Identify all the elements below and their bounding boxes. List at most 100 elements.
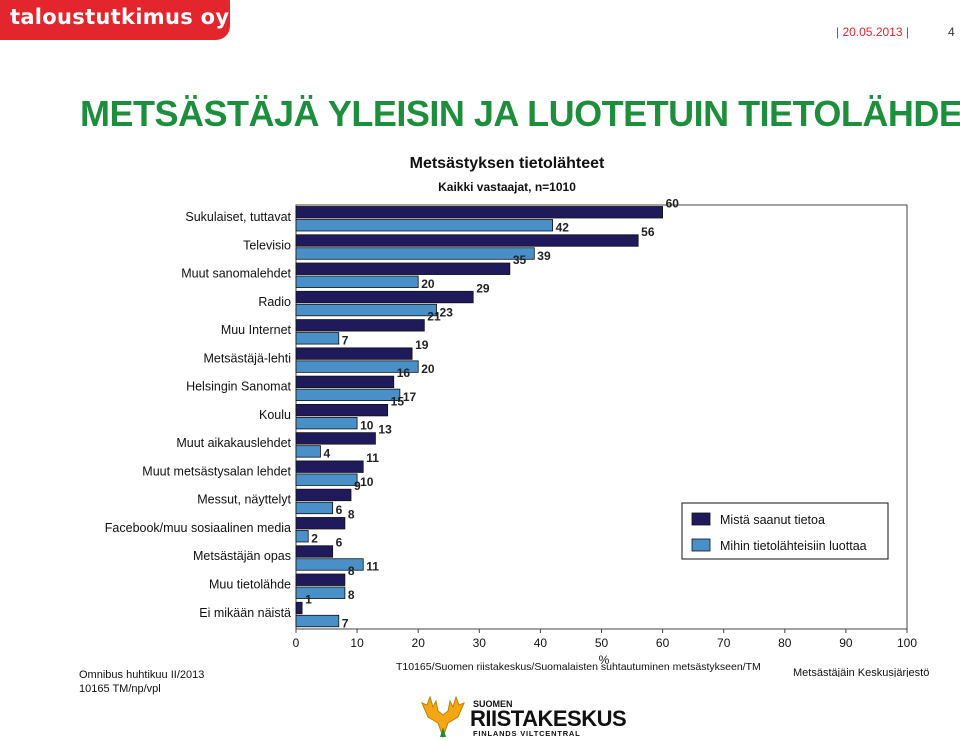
bar-mihin-luottaa [295, 247, 535, 260]
x-tick-label: 90 [839, 636, 853, 650]
bar-mista-saanut [295, 601, 303, 615]
page-title: METSÄSTÄJÄ YLEISIN JA LUOTETUIN TIETOLÄH… [80, 93, 960, 134]
category-label: Messut, näyttelyt [197, 493, 291, 507]
data-label: 21 [427, 310, 441, 324]
category-label: Radio [258, 295, 291, 309]
data-label: 7 [342, 616, 349, 630]
category-label: Sukulaiset, tuttavat [185, 210, 291, 224]
category-label: Metsästäjän opas [193, 549, 291, 563]
x-tick-label: 0 [293, 636, 300, 650]
bar-mista-saanut [295, 573, 346, 586]
legend-swatch [691, 538, 711, 552]
slide-date: | 20.05.2013 | [836, 25, 909, 39]
data-label: 11 [366, 451, 379, 465]
data-label: 16 [397, 366, 411, 380]
data-label: 17 [403, 390, 417, 404]
survey-code: 10165 TM/np/vpl [79, 683, 161, 695]
data-label: 8 [348, 564, 355, 578]
category-label: Metsästäjä-lehti [203, 351, 291, 365]
bar-mihin-luottaa [295, 558, 364, 571]
bar-mihin-luottaa [295, 388, 401, 402]
bar-mista-saanut [295, 545, 334, 558]
bar-mista-saanut [295, 234, 639, 247]
x-tick-label: 60 [656, 636, 670, 650]
logo-sub-text: FINLANDS VILTCENTRAL [473, 729, 581, 738]
category-label: Helsingin Sanomat [186, 380, 291, 394]
source-note: T10165/Suomen riistakeskus/Suomalaisten … [396, 661, 761, 673]
organization-name: Metsästäjäin Keskusjärjestö [793, 667, 930, 677]
x-tick-label: 80 [778, 636, 792, 650]
data-label: 42 [556, 221, 570, 235]
antler-logo-icon [421, 695, 465, 739]
data-label: 7 [342, 334, 349, 348]
x-tick-label: 40 [534, 636, 548, 650]
data-label: 2 [311, 531, 318, 545]
bar-mista-saanut [295, 517, 346, 530]
category-label: Muut metsästysalan lehdet [142, 464, 291, 478]
bar-mista-saanut [295, 290, 474, 304]
data-label: 60 [666, 197, 680, 211]
x-tick-label: 20 [412, 636, 426, 650]
bar-mista-saanut [295, 375, 395, 389]
bar-mista-saanut [295, 403, 389, 417]
data-label: 39 [537, 249, 551, 263]
data-label: 10 [360, 475, 374, 489]
category-label: Televisio [243, 238, 291, 252]
footer-survey-info: Omnibus huhtikuu II/2013 10165 TM/np/vpl [79, 668, 204, 696]
logo-main-text: RIISTAKESKUS [470, 706, 627, 731]
legend-box [681, 502, 889, 560]
bar-mihin-luottaa [295, 360, 419, 373]
x-tick-label: 10 [350, 636, 364, 650]
data-label: 56 [641, 225, 655, 239]
category-label: Facebook/muu sosiaalinen media [105, 521, 291, 535]
chart-title: Metsästyksen tietolähteet [409, 155, 605, 172]
bar-mista-saanut [295, 460, 364, 473]
category-label: Muut sanomalehdet [181, 267, 291, 281]
bar-mista-saanut [295, 347, 413, 360]
bar-mihin-luottaa [295, 445, 321, 458]
bar-mihin-luottaa [295, 586, 346, 599]
legend-swatch [691, 512, 711, 526]
bar-mista-saanut [295, 432, 376, 445]
legend-label: Mihin tietolähteisiin luottaa [720, 539, 867, 553]
data-label: 4 [323, 447, 330, 461]
survey-name: Omnibus huhtikuu II/2013 [79, 669, 205, 681]
data-label: 19 [415, 338, 429, 352]
data-label: 6 [336, 503, 343, 517]
bar-mihin-luottaa [295, 530, 309, 543]
legend-label: Mistä saanut tietoa [720, 513, 825, 527]
riistakeskus-logo: SUOMEN RIISTAKESKUS FINLANDS VILTCENTRAL [418, 695, 648, 739]
data-label: 20 [421, 277, 435, 291]
x-tick-label: 50 [595, 636, 609, 650]
bar-mihin-luottaa [295, 614, 340, 628]
bar-mihin-luottaa [295, 332, 340, 345]
category-label: Ei mikään näistä [199, 606, 291, 620]
category-label: Muu Internet [221, 323, 292, 337]
data-label: 1 [305, 592, 312, 606]
data-label: 35 [513, 253, 527, 267]
x-axis-label: % [599, 653, 610, 667]
logo-top-text: SUOMEN [473, 699, 513, 709]
data-label: 8 [348, 588, 355, 602]
chart-subtitle: Kaikki vastaajat, n=1010 [438, 180, 576, 194]
data-label: 8 [348, 507, 355, 521]
bar-mihin-luottaa [295, 303, 437, 317]
bar-mihin-luottaa [295, 501, 334, 515]
data-label: 23 [440, 305, 454, 319]
bar-mista-saanut [295, 488, 352, 502]
bar-mista-saanut [295, 319, 425, 332]
data-label: 6 [336, 536, 343, 550]
bar-mihin-luottaa [295, 219, 554, 232]
data-label: 29 [476, 281, 490, 295]
data-label: 15 [391, 394, 405, 408]
data-label: 13 [378, 423, 392, 437]
category-label: Muu tietolähde [209, 578, 291, 592]
bar-mihin-luottaa [295, 275, 419, 288]
data-label: 20 [421, 362, 435, 376]
x-tick-label: 70 [717, 636, 731, 650]
data-label: 11 [366, 560, 379, 574]
data-label: 9 [354, 479, 361, 493]
x-tick-label: 30 [473, 636, 487, 650]
page-number: 4 [948, 25, 955, 39]
